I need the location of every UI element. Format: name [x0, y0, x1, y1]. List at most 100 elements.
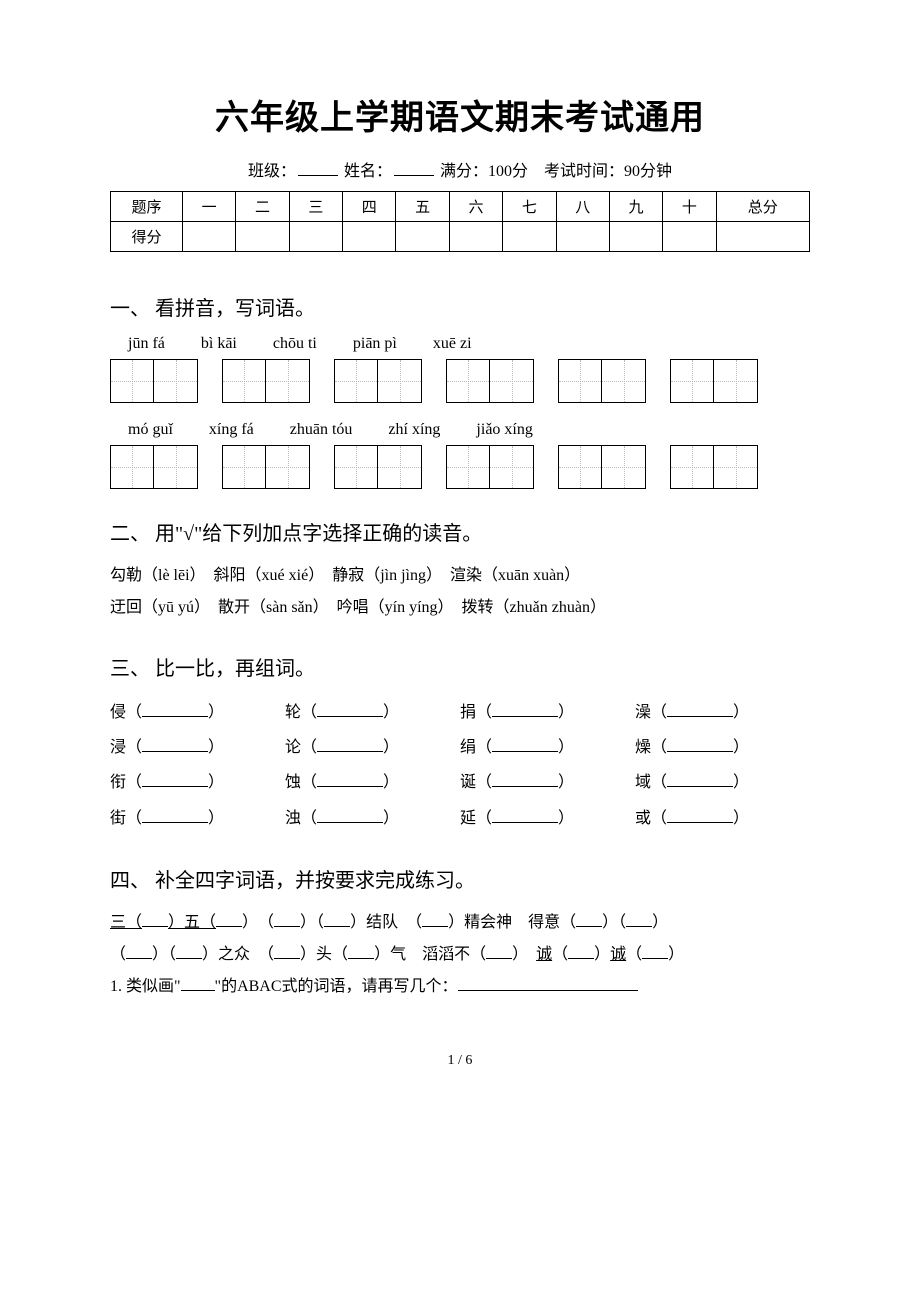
q3-item: 澡（）: [635, 695, 810, 730]
page-footer: 1 / 6: [110, 1053, 810, 1069]
col-6: 六: [449, 192, 502, 222]
score-cell: [396, 222, 449, 252]
page-title: 六年级上学期语文期末考试通用: [110, 90, 810, 139]
section2-title: 二、 用"√"给下列加点字选择正确的读音。: [110, 517, 810, 546]
tianzi-cell: [334, 445, 378, 489]
tianzi-cell: [602, 445, 646, 489]
score-cell: [183, 222, 236, 252]
q3-row: 街（） 浊（） 延（） 或（）: [110, 801, 810, 836]
col-8: 八: [556, 192, 609, 222]
tianzi-box: [334, 445, 422, 489]
q3-item: 蚀（）: [285, 765, 460, 800]
section4-body: 三（）五（） （）（）结队 （）精会神 得意（）（） （）（）之众 （）头（）气…: [110, 907, 810, 1003]
tianzi-cell: [154, 445, 198, 489]
col-7: 七: [503, 192, 556, 222]
col-9: 九: [609, 192, 662, 222]
time-label: 考试时间：90分钟: [544, 163, 672, 180]
s2-line2: 迂回（yū yú） 散开（sàn sǎn） 吟唱（yín yíng） 拨转（zh…: [110, 592, 810, 624]
tianzi-cell: [446, 359, 490, 403]
score-cell: [289, 222, 342, 252]
q3-row: 侵（） 轮（） 捐（） 澡（）: [110, 695, 810, 730]
box-row-2: [110, 445, 810, 489]
tianzi-cell: [714, 359, 758, 403]
pinyin-row-1: jūn fá bì kāi chōu ti piān pì xuē zi: [128, 335, 810, 353]
tianzi-box: [446, 445, 534, 489]
row1-label: 题序: [111, 192, 183, 222]
q3-item: 诞（）: [460, 765, 635, 800]
box-row-1: [110, 359, 810, 403]
q3-item: 或（）: [635, 801, 810, 836]
pinyin: jūn fá: [128, 335, 165, 353]
section3-title: 三、 比一比，再组词。: [110, 652, 810, 681]
tianzi-box: [110, 359, 198, 403]
pinyin: chōu ti: [273, 335, 317, 353]
tianzi-cell: [266, 445, 310, 489]
tianzi-cell: [670, 445, 714, 489]
section4-title: 四、 补全四字词语，并按要求完成练习。: [110, 864, 810, 893]
s4-line2: （）（）之众 （）头（）气 滔滔不（） 诚（）诚（）: [110, 939, 810, 971]
tianzi-cell: [266, 359, 310, 403]
tianzi-box: [110, 445, 198, 489]
score-cell: [556, 222, 609, 252]
q3-item: 延（）: [460, 801, 635, 836]
score-header-row: 题序 一 二 三 四 五 六 七 八 九 十 总分: [111, 192, 810, 222]
section3-grid: 侵（） 轮（） 捐（） 澡（） 浸（） 论（） 绢（） 燥（） 衔（） 蚀（） …: [110, 695, 810, 836]
q3-row: 衔（） 蚀（） 诞（） 域（）: [110, 765, 810, 800]
row2-label: 得分: [111, 222, 183, 252]
tianzi-cell: [378, 359, 422, 403]
score-cell: [503, 222, 556, 252]
score-cell: [343, 222, 396, 252]
tianzi-box: [670, 359, 758, 403]
pinyin: piān pì: [353, 335, 397, 353]
tianzi-cell: [110, 445, 154, 489]
tianzi-box: [446, 359, 534, 403]
score-cell: [716, 222, 809, 252]
q3-item: 浸（）: [110, 730, 285, 765]
tianzi-cell: [110, 359, 154, 403]
score-cell: [236, 222, 289, 252]
tianzi-box: [222, 359, 310, 403]
pinyin: xíng fá: [209, 421, 254, 439]
tianzi-cell: [334, 359, 378, 403]
tianzi-cell: [222, 359, 266, 403]
tianzi-cell: [558, 445, 602, 489]
score-table: 题序 一 二 三 四 五 六 七 八 九 十 总分 得分: [110, 191, 810, 252]
q3-item: 燥（）: [635, 730, 810, 765]
col-4: 四: [343, 192, 396, 222]
section1-title: 一、 看拼音，写词语。: [110, 292, 810, 321]
tianzi-cell: [222, 445, 266, 489]
pinyin: zhí xíng: [388, 421, 440, 439]
pinyin: mó guǐ: [128, 421, 173, 439]
s4-line1: 三（）五（） （）（）结队 （）精会神 得意（）（）: [110, 907, 810, 939]
col-2: 二: [236, 192, 289, 222]
score-value-row: 得分: [111, 222, 810, 252]
tianzi-cell: [490, 445, 534, 489]
tianzi-cell: [378, 445, 422, 489]
col-10: 十: [663, 192, 716, 222]
section2-body: 勾勒（lè lēi） 斜阳（xué xié） 静寂（jìn jìng） 渲染（x…: [110, 560, 810, 624]
col-5: 五: [396, 192, 449, 222]
tianzi-box: [222, 445, 310, 489]
tianzi-cell: [602, 359, 646, 403]
q3-item: 轮（）: [285, 695, 460, 730]
score-cell: [449, 222, 502, 252]
name-blank: [394, 160, 434, 176]
fullscore-label: 满分：100分: [440, 163, 528, 180]
tianzi-box: [558, 445, 646, 489]
tianzi-box: [558, 359, 646, 403]
class-blank: [298, 160, 338, 176]
pinyin: bì kāi: [201, 335, 237, 353]
q3-item: 域（）: [635, 765, 810, 800]
q3-row: 浸（） 论（） 绢（） 燥（）: [110, 730, 810, 765]
score-cell: [663, 222, 716, 252]
s4-q1: 1. 类似画""的ABAC式的词语，请再写几个：: [110, 971, 810, 1003]
pinyin-row-2: mó guǐ xíng fá zhuān tóu zhí xíng jiǎo x…: [128, 421, 810, 439]
col-3: 三: [289, 192, 342, 222]
q3-item: 捐（）: [460, 695, 635, 730]
score-cell: [609, 222, 662, 252]
q3-item: 街（）: [110, 801, 285, 836]
q3-item: 衔（）: [110, 765, 285, 800]
tianzi-cell: [714, 445, 758, 489]
pinyin: xuē zi: [433, 335, 472, 353]
q3-item: 论（）: [285, 730, 460, 765]
